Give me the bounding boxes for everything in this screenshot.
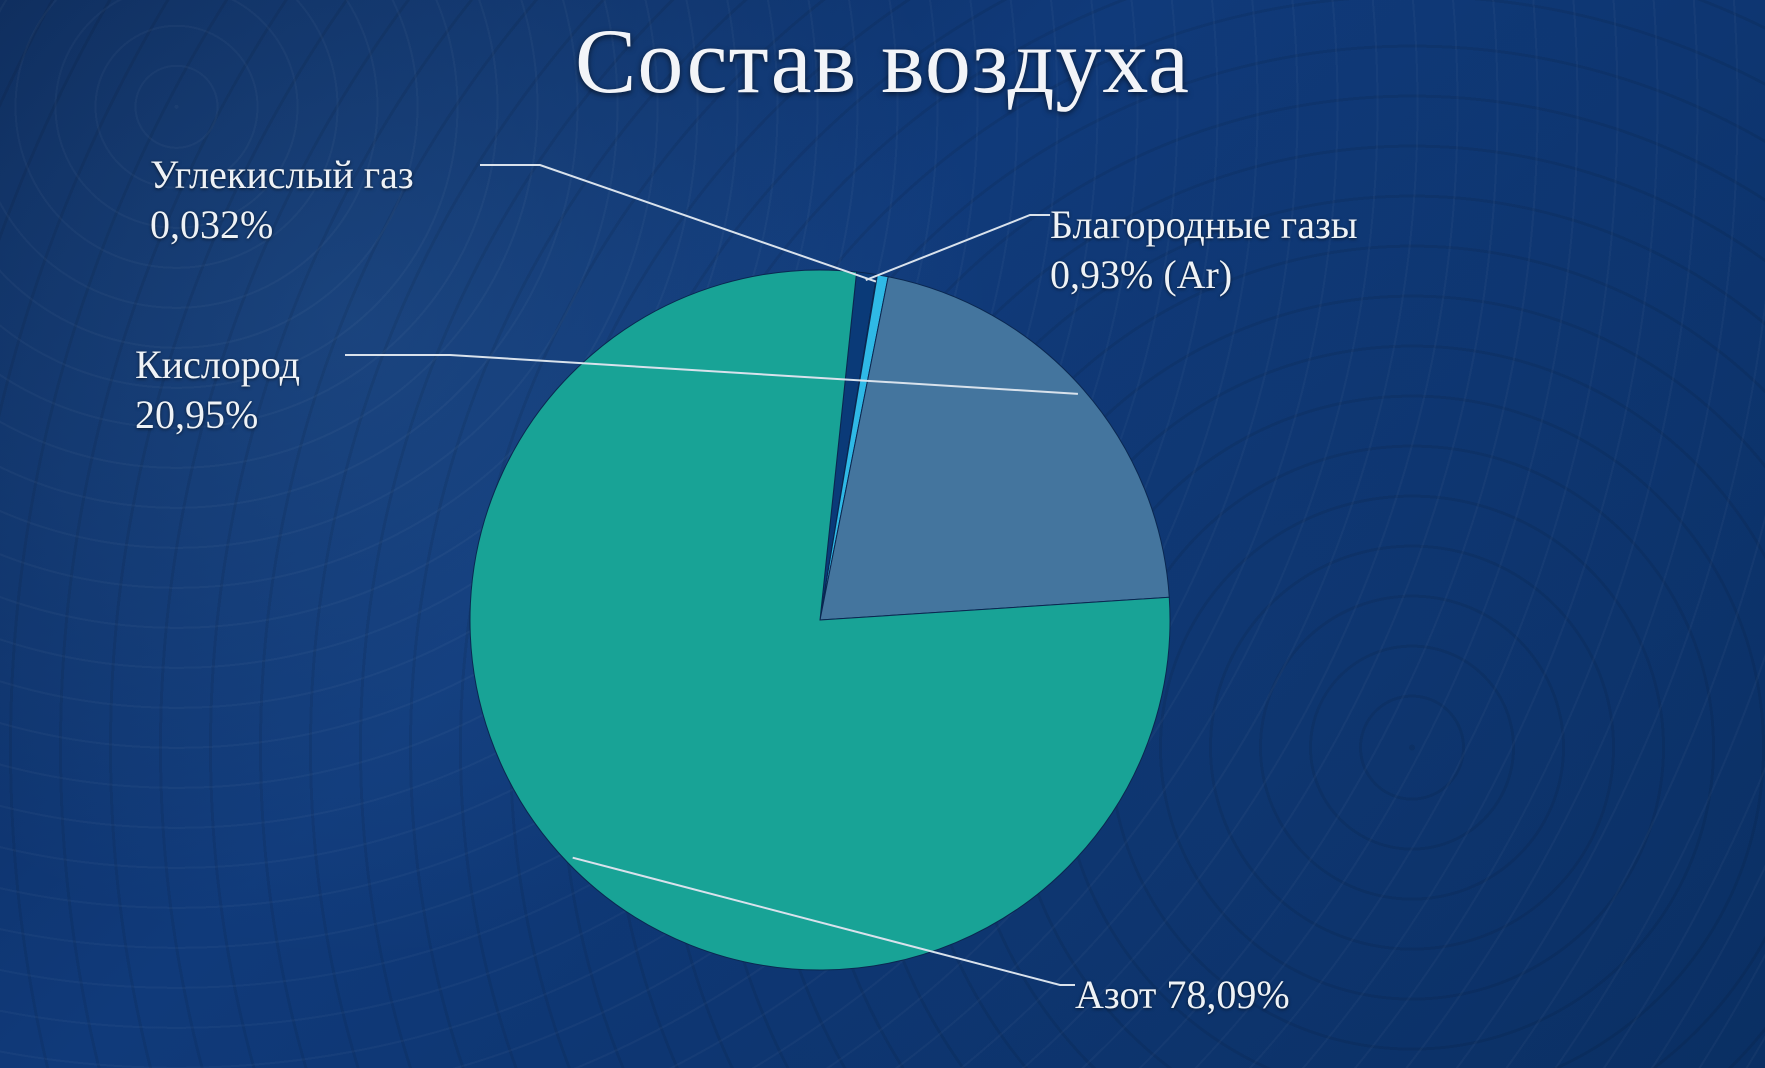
label-oxygen: Кислород 20,95%	[135, 340, 300, 440]
label-co2: Углекислый газ 0,032%	[150, 150, 414, 250]
label-co2-line1: Углекислый газ	[150, 150, 414, 200]
label-co2-line2: 0,032%	[150, 200, 414, 250]
label-noble-line1: Благородные газы	[1050, 200, 1358, 250]
label-noble-gases: Благородные газы 0,93% (Ar)	[1050, 200, 1358, 300]
label-nitrogen: Азот 78,09%	[1075, 970, 1290, 1020]
leader-line-co2	[480, 165, 876, 282]
label-noble-line2: 0,93% (Ar)	[1050, 250, 1358, 300]
label-oxygen-line1: Кислород	[135, 340, 300, 390]
label-nitrogen-line1: Азот 78,09%	[1075, 970, 1290, 1020]
leader-line-noble	[866, 215, 1050, 280]
label-oxygen-line2: 20,95%	[135, 390, 300, 440]
